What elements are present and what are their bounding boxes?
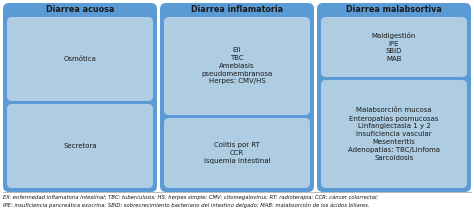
Text: Osmótica: Osmótica bbox=[64, 56, 96, 62]
Text: Maldigestión
IPE
SBID
MAB: Maldigestión IPE SBID MAB bbox=[372, 32, 416, 62]
Text: EII: enfermedad inflamatoria intestinal; TBC: tuberculosis; HS: herpes simple; C: EII: enfermedad inflamatoria intestinal;… bbox=[3, 194, 378, 200]
FancyBboxPatch shape bbox=[164, 17, 310, 115]
Text: EII
TBC
Amebiasis
pseudomembranosa
Herpes: CMV/HS: EII TBC Amebiasis pseudomembranosa Herpe… bbox=[201, 47, 273, 85]
Text: IPE: insuficiencia pancreática exocrina; SBID: sobrecrecimiento bacteriano del i: IPE: insuficiencia pancreática exocrina;… bbox=[3, 202, 370, 207]
Text: Malabsorción mucosa
Enteropatías posmucosas
Linfangiectasia 1 y 2
Insuficiencia : Malabsorción mucosa Enteropatías posmuco… bbox=[348, 107, 440, 161]
FancyBboxPatch shape bbox=[164, 118, 310, 188]
Text: Diarrea malabsortiva: Diarrea malabsortiva bbox=[346, 5, 442, 14]
Text: Diarrea acuosa: Diarrea acuosa bbox=[46, 5, 114, 14]
Text: Colitis por RT
CCR
Isquemia intestinal: Colitis por RT CCR Isquemia intestinal bbox=[204, 142, 270, 164]
FancyBboxPatch shape bbox=[7, 17, 153, 101]
Text: Diarrea inflamatoria: Diarrea inflamatoria bbox=[191, 5, 283, 14]
FancyBboxPatch shape bbox=[7, 104, 153, 188]
FancyBboxPatch shape bbox=[160, 3, 314, 192]
FancyBboxPatch shape bbox=[321, 17, 467, 77]
FancyBboxPatch shape bbox=[3, 3, 157, 192]
FancyBboxPatch shape bbox=[321, 80, 467, 188]
FancyBboxPatch shape bbox=[317, 3, 471, 192]
Text: Secretora: Secretora bbox=[63, 143, 97, 149]
